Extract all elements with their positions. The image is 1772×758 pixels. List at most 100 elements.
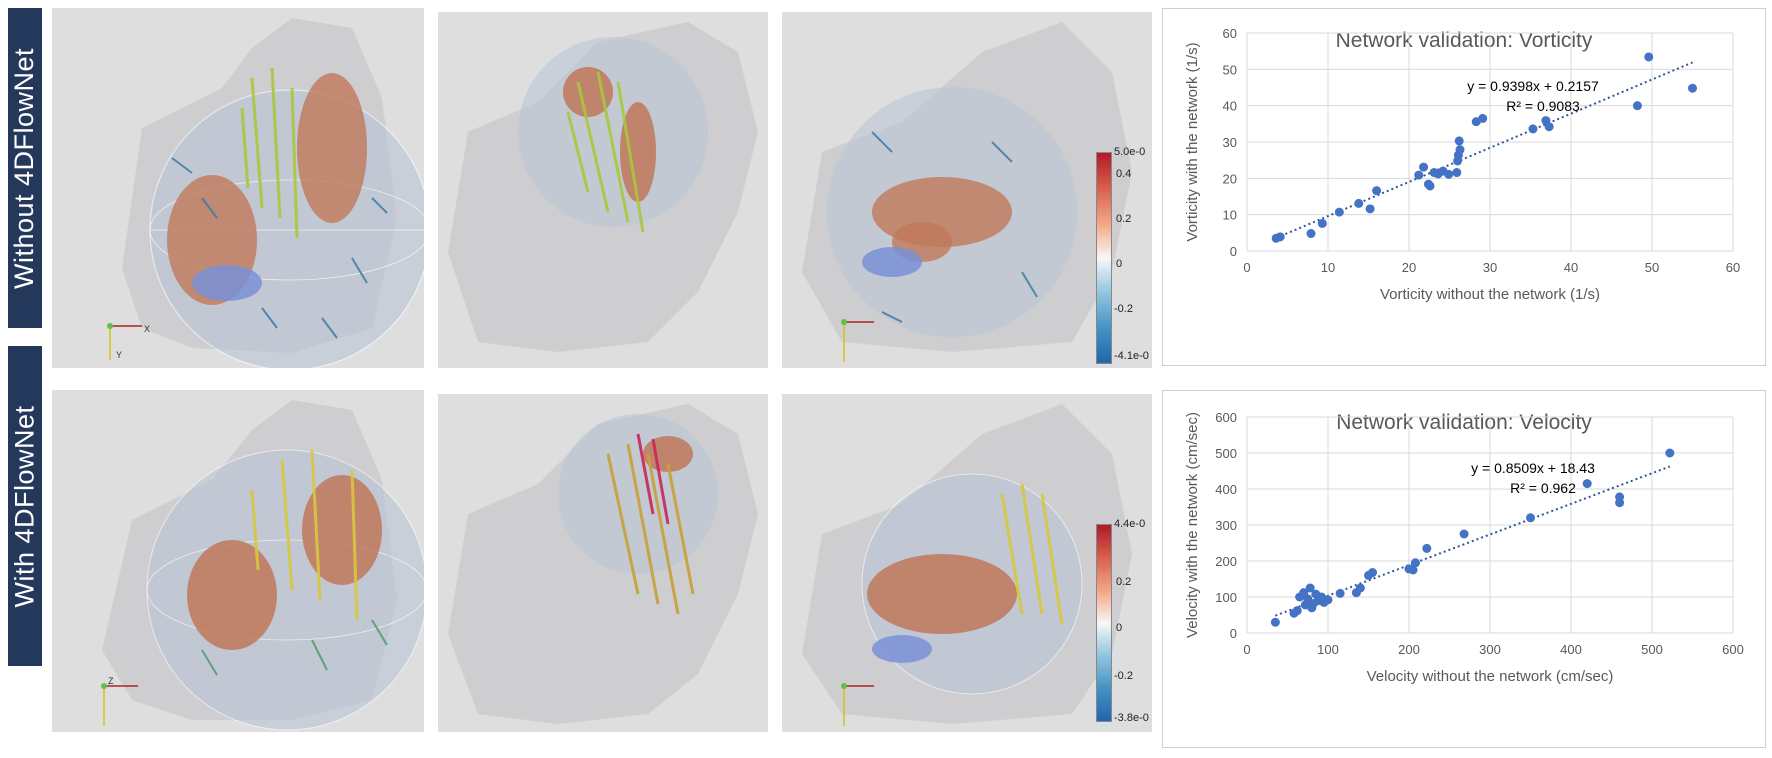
row-label-without-text: Without 4DFlowNet	[9, 47, 40, 289]
data-point	[1410, 558, 1420, 568]
data-point	[1305, 583, 1315, 593]
x-tick-label: 500	[1641, 642, 1663, 657]
orientation-x-label: X	[144, 324, 151, 334]
y-tick-label: 600	[1215, 410, 1237, 425]
vis-render	[448, 22, 758, 352]
flow-visualization-top-2	[438, 12, 768, 368]
y-tick-label: 400	[1215, 482, 1237, 497]
row-label-with: With 4DFlowNet	[8, 346, 42, 666]
data-point	[1425, 181, 1435, 191]
orientation-y-label: Y	[116, 350, 123, 360]
y-tick-label: 300	[1215, 518, 1237, 533]
x-tick-label: 200	[1398, 642, 1420, 657]
colorbar-bottom	[1096, 524, 1112, 722]
data-point	[1275, 232, 1285, 242]
data-point	[1334, 207, 1344, 217]
colorbar-top	[1096, 152, 1112, 364]
x-axis-title: Velocity without the network (cm/sec)	[1367, 668, 1614, 685]
data-point	[1444, 169, 1454, 179]
data-point	[1422, 543, 1432, 553]
x-tick-label: 100	[1317, 642, 1339, 657]
data-point	[1306, 229, 1316, 239]
data-point	[1459, 529, 1469, 539]
y-tick-label: 40	[1223, 99, 1237, 114]
trendline	[1275, 61, 1693, 239]
row-label-without: Without 4DFlowNet	[8, 8, 42, 328]
r-squared-label: R² = 0.962	[1510, 480, 1576, 496]
colorbar-top-tick-2: 0.2	[1116, 213, 1132, 225]
data-point	[1582, 479, 1592, 489]
data-point	[1335, 588, 1345, 598]
data-point	[1665, 448, 1675, 458]
y-tick-label: 200	[1215, 554, 1237, 569]
y-tick-label: 100	[1215, 590, 1237, 605]
colorbar-top-tick-4: -0.2	[1114, 303, 1133, 315]
vorticity-chart-svg: Network validation: Vorticity 0 10 20 30 40 50…	[1184, 26, 1740, 303]
y-tick-label: 30	[1223, 135, 1237, 150]
y-tick-label: 500	[1215, 446, 1237, 461]
data-point	[1419, 162, 1429, 172]
x-tick-label: 60	[1726, 260, 1740, 275]
data-point	[1452, 168, 1462, 178]
data-point	[1526, 513, 1535, 523]
data-point	[1323, 595, 1333, 605]
data-point	[1688, 83, 1697, 93]
vis-render	[448, 404, 758, 724]
x-axis-title: Vorticity without the network (1/s)	[1380, 286, 1600, 303]
velocity-chart-svg: Network validation: Velocity 0 100 200 300 40…	[1184, 410, 1744, 685]
vorticity-chart: Network validation: Vorticity 0 10 20 30 40 50…	[1162, 8, 1766, 366]
data-point	[1455, 145, 1465, 155]
y-axis-title: Vorticity with the network (1/s)	[1184, 42, 1201, 241]
x-tick-label: 0	[1243, 642, 1250, 657]
vis-render	[107, 18, 424, 368]
x-tick-label: 0	[1243, 260, 1250, 275]
data-point	[1317, 218, 1327, 228]
y-tick-label: 0	[1230, 626, 1237, 641]
data-point	[1454, 136, 1464, 146]
flow-visualization-top-1	[52, 8, 424, 368]
data-point	[1615, 498, 1625, 508]
vis-render	[101, 400, 424, 731]
x-tick-label: 40	[1564, 260, 1578, 275]
vis-render	[802, 22, 1132, 362]
trendline-equation: y = 0.9398x + 0.2157	[1467, 78, 1599, 94]
data-point	[1365, 204, 1375, 214]
flow-visualization-bottom-3	[782, 394, 1152, 732]
flow-visualization-bottom-2	[438, 394, 768, 732]
colorbar-top-tick-3: 0	[1116, 258, 1123, 270]
chart-title: Network validation: Velocity	[1336, 411, 1592, 434]
x-tick-label: 300	[1479, 642, 1501, 657]
flow-visualization-bottom-1	[52, 390, 424, 732]
colorbar-top-tick-0: 5.0e-0	[1114, 146, 1146, 158]
data-point	[1354, 198, 1364, 208]
flow-visualization-top-3	[782, 12, 1152, 368]
y-tick-label: 10	[1223, 208, 1237, 223]
data-point	[1355, 583, 1365, 593]
x-tick-label: 20	[1402, 260, 1416, 275]
data-point	[1644, 52, 1654, 62]
colorbar-bottom-tick-0: 4.4e-0	[1114, 518, 1146, 530]
x-tick-label: 10	[1321, 260, 1335, 275]
colorbar-bottom-tick-2: 0	[1116, 622, 1123, 634]
data-point	[1528, 124, 1538, 134]
colorbar-bottom-tick-1: 0.2	[1116, 576, 1132, 588]
trendline-equation: y = 0.8509x + 18.43	[1471, 460, 1595, 476]
colorbar-top-tick-1: 0.4	[1116, 168, 1132, 180]
colorbar-top-tick-5: -4.1e-0	[1114, 350, 1149, 362]
data-point	[1292, 606, 1302, 616]
data-point	[1544, 122, 1554, 132]
y-axis-title: Velocity with the network (cm/sec)	[1184, 412, 1201, 638]
data-point	[1408, 565, 1418, 575]
data-point	[1414, 170, 1424, 180]
x-tick-label: 50	[1645, 260, 1659, 275]
data-point	[1632, 101, 1642, 111]
data-point	[1478, 113, 1488, 123]
x-tick-label: 400	[1560, 642, 1582, 657]
row-label-with-text: With 4DFlowNet	[9, 404, 40, 608]
r-squared-label: R² = 0.9083	[1506, 98, 1580, 114]
y-tick-label: 0	[1230, 244, 1237, 259]
x-tick-label: 600	[1722, 642, 1744, 657]
colorbar-bottom-tick-3: -0.2	[1114, 670, 1133, 682]
velocity-chart: Network validation: Velocity 0 100 200 300 40…	[1162, 390, 1766, 748]
chart-title: Network validation: Vorticity	[1336, 29, 1593, 52]
